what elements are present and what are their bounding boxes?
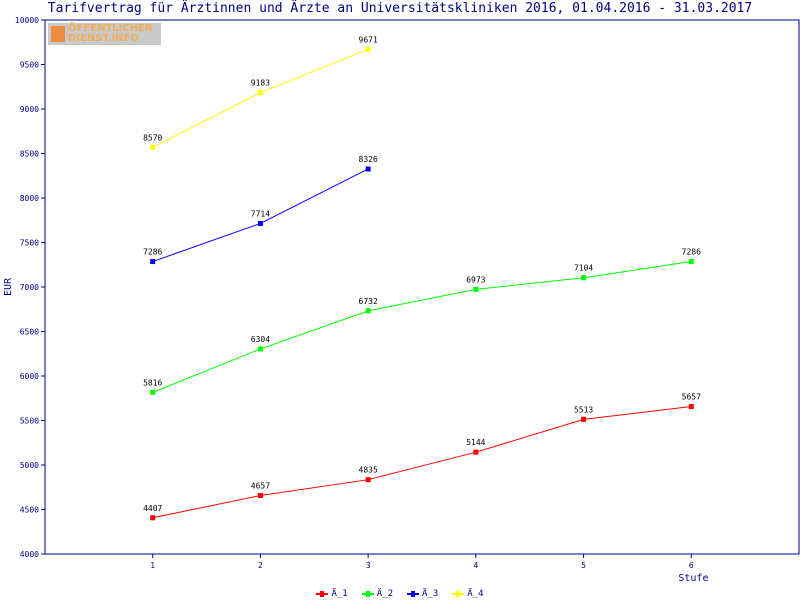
y-tick-label: 7500 — [20, 239, 39, 248]
data-point — [473, 286, 479, 292]
x-tick-label: 6 — [689, 561, 694, 570]
y-tick-label: 7000 — [20, 283, 39, 292]
legend-item: Ä_1 — [316, 589, 348, 599]
data-point — [257, 493, 263, 499]
y-tick-label: 9500 — [20, 61, 39, 70]
plot-frame — [44, 19, 800, 555]
data-point — [688, 404, 694, 410]
data-label: 5513 — [574, 405, 593, 414]
legend-item: Ä_3 — [407, 589, 438, 599]
legend-label: Ä_3 — [422, 589, 439, 599]
data-point — [581, 275, 587, 281]
watermark-logo: ÖFFENTLICHER DIENST.INFO — [48, 23, 161, 45]
legend-label: Ä_2 — [376, 589, 393, 599]
y-tick-label: 6000 — [20, 372, 39, 381]
logo-text-line1: ÖFFENTLICHER — [68, 23, 153, 34]
x-tick-label: 4 — [473, 561, 478, 570]
data-label: 6732 — [359, 297, 378, 306]
y-tick-label: 6500 — [20, 328, 39, 337]
logo-text-line2: DIENST.INFO — [68, 33, 139, 44]
series-line-1 — [152, 406, 692, 519]
data-label: 7714 — [251, 209, 270, 218]
x-tick-label: 1 — [150, 561, 155, 570]
y-axis-label: EUR — [3, 277, 14, 296]
data-label: 5144 — [466, 438, 485, 447]
legend-swatch — [316, 591, 329, 597]
data-point — [473, 449, 479, 455]
legend-label: Ä_4 — [467, 589, 484, 599]
series-line-2 — [152, 261, 692, 393]
legend-label: Ä_1 — [331, 589, 348, 599]
y-tick-label: 4000 — [20, 550, 39, 559]
x-tick-label: 5 — [581, 561, 586, 570]
data-label: 9183 — [251, 79, 270, 88]
data-label: 5816 — [143, 378, 162, 387]
y-tick-label: 5000 — [20, 461, 39, 470]
y-tick-label: 8000 — [20, 194, 39, 203]
y-tick-label: 8500 — [20, 150, 39, 159]
x-tick-label: 3 — [366, 561, 371, 570]
legend-swatch — [361, 591, 374, 597]
data-point — [365, 308, 371, 314]
data-label: 9671 — [359, 35, 378, 44]
data-point — [150, 515, 156, 521]
logo-icon — [51, 26, 65, 42]
data-label: 7104 — [574, 264, 593, 273]
data-point — [257, 90, 263, 96]
data-point — [365, 477, 371, 483]
x-tick-label: 2 — [258, 561, 263, 570]
data-point — [365, 166, 371, 172]
data-label: 5657 — [682, 393, 701, 402]
y-tick-label: 4500 — [20, 506, 39, 515]
data-point — [150, 144, 156, 150]
data-label: 7286 — [143, 248, 162, 257]
legend-item: Ä_4 — [452, 589, 484, 599]
y-tick-label: 9000 — [20, 105, 39, 114]
legend-swatch — [452, 591, 465, 597]
series-line-4 — [152, 48, 369, 148]
data-point — [688, 259, 694, 265]
data-point — [257, 346, 263, 352]
data-label: 6973 — [466, 275, 485, 284]
data-label: 6304 — [251, 335, 270, 344]
legend-item: Ä_2 — [361, 589, 393, 599]
data-label: 8326 — [359, 155, 378, 164]
data-label: 7286 — [682, 248, 701, 257]
data-point — [257, 220, 263, 226]
data-label: 8570 — [143, 133, 162, 142]
legend-swatch — [407, 591, 419, 597]
data-point — [365, 46, 371, 52]
data-point — [150, 259, 156, 265]
data-label: 4407 — [143, 504, 162, 513]
chart-title: Tarifvertrag für Ärztinnen und Ärzte an … — [47, 1, 753, 16]
data-point — [150, 389, 156, 395]
data-point — [581, 416, 587, 422]
data-label: 4657 — [251, 482, 270, 491]
data-label: 4835 — [359, 466, 378, 475]
y-tick-label: 10000 — [15, 16, 39, 25]
chart-legend: Ä_1 Ä_2 Ä_3 Ä_4 — [0, 589, 800, 599]
y-tick-label: 5500 — [20, 417, 39, 426]
x-axis-label: Stufe — [678, 573, 708, 584]
